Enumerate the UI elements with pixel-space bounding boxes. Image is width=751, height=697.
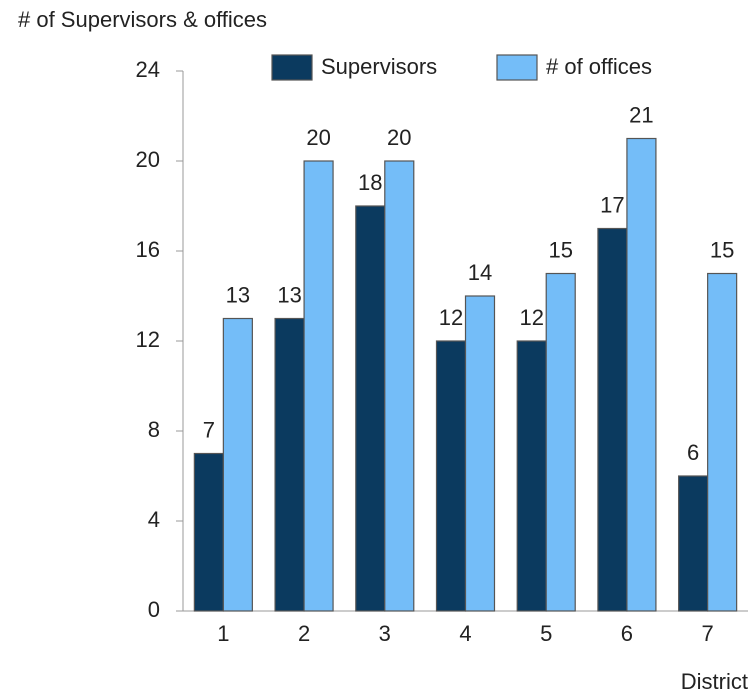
data-label: 7 — [203, 417, 215, 442]
data-label: 12 — [439, 305, 463, 330]
chart-title: # of Supervisors & offices — [18, 7, 267, 32]
y-tick-label: 0 — [148, 597, 160, 622]
bar — [626, 137, 657, 612]
x-tick-label: 2 — [298, 621, 310, 646]
bar — [516, 340, 547, 612]
y-tick-label: 4 — [148, 507, 160, 532]
x-tick-label: 1 — [217, 621, 229, 646]
bar — [274, 317, 305, 612]
bar — [435, 340, 467, 612]
bar — [193, 452, 224, 612]
data-label: 13 — [277, 282, 301, 307]
data-label: 6 — [687, 440, 699, 465]
bar — [303, 160, 334, 612]
y-tick-label: 24 — [136, 57, 160, 82]
data-label: 21 — [629, 102, 653, 127]
legend-label: # of offices — [546, 54, 652, 79]
data-label: 15 — [548, 237, 572, 262]
data-label: 14 — [468, 260, 492, 285]
x-axis-label: District — [681, 669, 748, 694]
y-tick-label: 8 — [148, 417, 160, 442]
data-label: 20 — [387, 125, 411, 150]
bar — [707, 272, 738, 612]
legend-swatch — [496, 54, 538, 81]
x-tick-label: 6 — [621, 621, 633, 646]
bar — [678, 475, 709, 612]
data-label: 20 — [306, 125, 330, 150]
y-tick-label: 20 — [136, 147, 160, 172]
bar — [597, 227, 628, 612]
data-label: 18 — [358, 170, 382, 195]
y-tick-label: 12 — [136, 327, 160, 352]
x-tick-label: 4 — [459, 621, 471, 646]
legend-label: Supervisors — [321, 54, 437, 79]
x-tick-label: 5 — [540, 621, 552, 646]
bar — [384, 160, 415, 612]
y-tick-label: 16 — [136, 237, 160, 262]
data-label: 15 — [710, 237, 734, 262]
x-tick-label: 7 — [702, 621, 714, 646]
bar — [464, 295, 496, 612]
data-label: 13 — [226, 282, 250, 307]
bar — [222, 317, 253, 612]
bar — [545, 272, 576, 612]
data-label: 12 — [519, 305, 543, 330]
data-label: 17 — [600, 192, 624, 217]
legend-swatch — [271, 54, 313, 81]
x-tick-label: 3 — [379, 621, 391, 646]
bar — [355, 205, 386, 612]
